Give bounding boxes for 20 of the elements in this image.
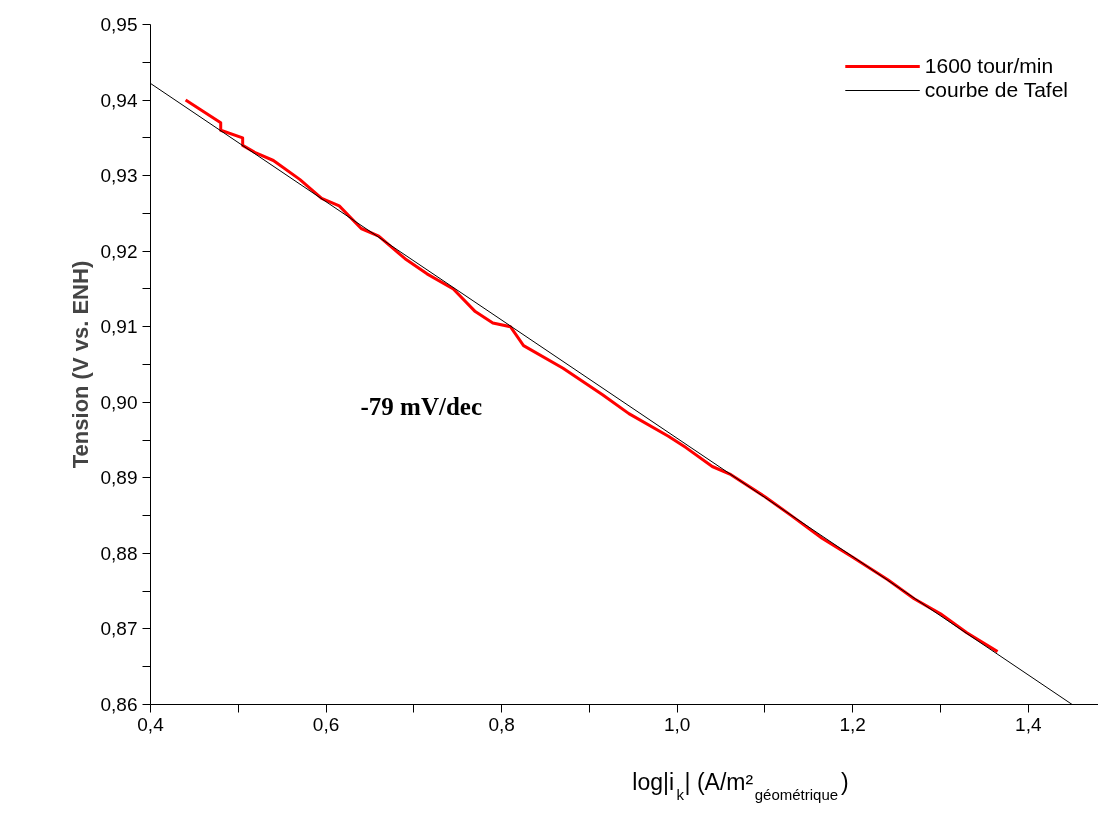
y-tick-label: 0,89 [100, 467, 138, 489]
y-tick-label: 0,95 [100, 14, 138, 35]
y-tick-label: 0,91 [100, 316, 138, 338]
legend-label: 1600 tour/min [924, 54, 1054, 78]
y-tick-label: 0,93 [100, 165, 138, 187]
x-tick-label: 0,8 [488, 713, 515, 735]
y-tick-label: 0,87 [100, 618, 138, 640]
y-tick-label: 0,92 [100, 240, 138, 262]
y-tick-label: 0,90 [100, 391, 138, 413]
x-tick-label: 0,4 [137, 713, 165, 735]
legend-label: courbe de Tafel [924, 78, 1068, 102]
x-tick-label: 1,0 [663, 713, 691, 735]
annotation: -79 mV/dec [360, 392, 482, 420]
y-tick-label: 0,86 [100, 694, 138, 715]
y-tick-label: 0,94 [100, 89, 138, 111]
x-tick-label: 1,4 [1015, 713, 1042, 735]
y-axis-title: Tension (V vs. ENH) [67, 260, 93, 469]
x-tick-label: 1,2 [839, 713, 866, 735]
y-tick-label: 0,88 [100, 542, 138, 564]
x-tick-label: 0,6 [312, 713, 340, 735]
